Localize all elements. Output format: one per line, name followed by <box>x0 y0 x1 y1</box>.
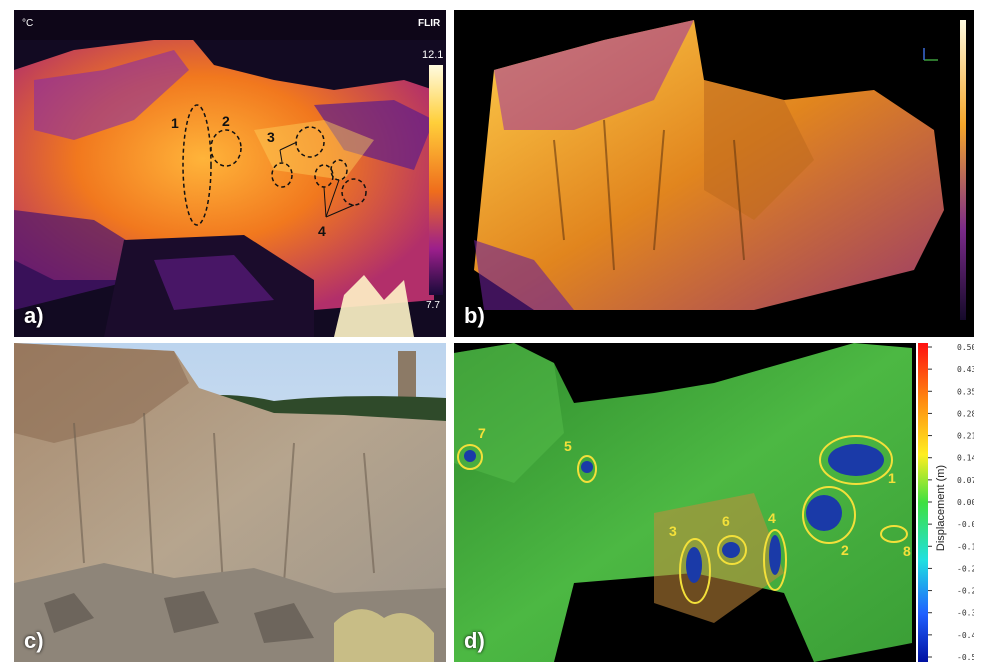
tower <box>398 351 416 403</box>
panel-a-label: a) <box>24 303 44 328</box>
displacement-annotation-1: 1 <box>888 470 896 486</box>
displacement-colorbar <box>918 343 928 662</box>
thermal-annotation-4: 4 <box>318 223 326 239</box>
displacement-annotation-8: 8 <box>903 543 911 559</box>
colorbar-tick-label: 0.500 <box>957 343 974 352</box>
colorbar-tick-label: -0.069 <box>957 520 974 529</box>
displacement-annotation-5: 5 <box>564 438 572 454</box>
colorbar-tick-label: -0.354 <box>957 609 974 618</box>
cliff-photograph <box>14 343 446 662</box>
colorbar-tick-label: -0.211 <box>957 564 974 573</box>
colorbar-tick-label: 0.144 <box>957 454 974 463</box>
colorbar-tick-label: -0.284 <box>957 587 974 596</box>
colorbar-tick-label: 0.214 <box>957 432 974 441</box>
colorbar-ticks: 0.500 0.430 0.357 0.287 0.214 0.144 0.071 0.001… <box>928 343 974 662</box>
colorbar-tick-label: -0.427 <box>957 631 974 640</box>
pointcloud-color-scale <box>960 20 966 320</box>
displacement-annotation-6: 6 <box>722 513 730 529</box>
panel-b-thermal-pointcloud: b) <box>454 10 974 337</box>
panel-c-label: c) <box>24 628 44 653</box>
colorbar-tick-label: 0.430 <box>957 365 974 374</box>
thermal-annotation-3: 3 <box>267 129 275 145</box>
displacement-annotation-1-ellipse <box>819 435 893 485</box>
thermal-image: 1 2 3 4 12.1 7.7 °C FLIR <box>14 10 446 337</box>
panel-a-thermal: 1 2 3 4 12.1 7.7 °C FLIR a) <box>14 10 446 337</box>
displacement-annotation-3: 3 <box>669 523 677 539</box>
displacement-annotation-2: 2 <box>841 542 849 558</box>
thermal-annotation-1-ellipse <box>182 104 212 226</box>
colorbar-tick-label: 0.287 <box>957 409 974 418</box>
panel-d-label: d) <box>464 628 485 653</box>
panel-d-displacement: 1 2 3 4 5 6 7 8 0.500 0.430 0.357 0.287 0.21… <box>454 343 974 662</box>
thermal-annotation-2: 2 <box>222 113 230 129</box>
thermal-pointcloud-image <box>454 10 974 337</box>
scale-max-label: 12.1 <box>422 49 443 61</box>
colorbar-tick-label: -0.141 <box>957 542 974 551</box>
thermal-color-scale <box>429 65 443 295</box>
displacement-annotation-7: 7 <box>478 425 486 441</box>
scale-min-label: 7.7 <box>426 300 440 311</box>
displacement-annotation-4: 4 <box>768 510 776 526</box>
displacement-map: 1 2 3 4 5 6 7 8 0.500 0.430 0.357 0.287 0.21… <box>454 343 974 662</box>
colorbar-tick-label: -0.500 <box>957 653 974 662</box>
colorbar-title: Displacement (m) <box>935 465 947 551</box>
thermal-annotation-2-ellipse <box>210 129 242 167</box>
colorbar-tick-label: 0.001 <box>957 498 974 507</box>
colorbar-tick-label: 0.357 <box>957 387 974 396</box>
temperature-unit: °C <box>22 18 33 29</box>
thermal-annotation-1: 1 <box>171 115 179 131</box>
flir-logo: FLIR <box>418 18 441 29</box>
panel-b-label: b) <box>464 303 485 328</box>
colorbar-tick-label: 0.071 <box>957 476 974 485</box>
panel-c-photo: c) <box>14 343 446 662</box>
